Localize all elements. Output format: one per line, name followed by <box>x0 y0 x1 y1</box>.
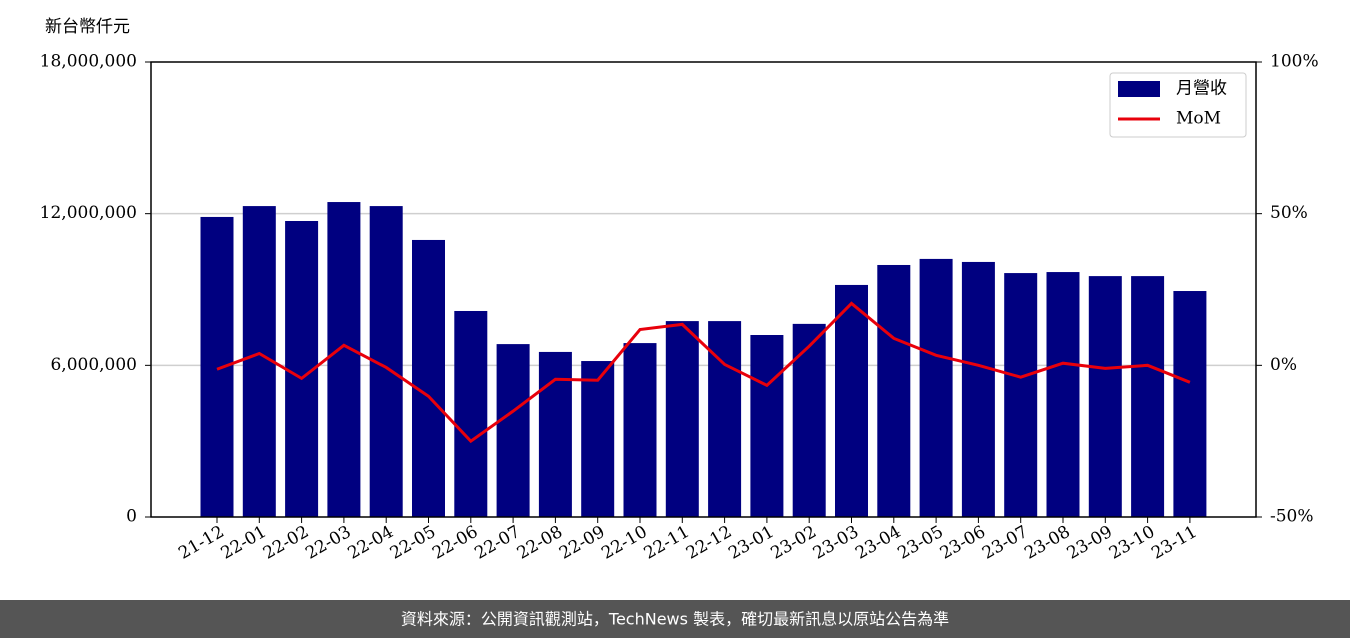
plot-frame <box>150 61 1257 518</box>
bar <box>1088 276 1122 517</box>
bar <box>708 321 742 517</box>
y-tick-label: 0 <box>126 507 137 527</box>
y-tick-label: 12,000,000 <box>40 203 137 223</box>
footer-text: 資料來源：公開資訊觀測站，TechNews 製表，確切最新訊息以原站公告為準 <box>401 610 949 629</box>
bar <box>877 264 911 517</box>
line <box>216 301 1191 444</box>
legend: 月營收 MoM <box>1109 72 1247 138</box>
bar <box>454 310 488 517</box>
bar <box>835 284 868 517</box>
y2-tick-label: 50% <box>1270 203 1308 223</box>
bar <box>665 321 699 517</box>
y2-tick-label: -50% <box>1270 507 1314 527</box>
bar <box>919 258 953 517</box>
y2-tick-label: 0% <box>1270 355 1297 375</box>
bar <box>581 361 615 517</box>
footer-bar <box>0 600 1350 638</box>
bar <box>792 323 826 517</box>
bar <box>750 335 784 517</box>
bar <box>1046 272 1080 517</box>
y-tick-label: 18,000,000 <box>40 52 137 72</box>
bar <box>1173 291 1207 517</box>
bar <box>961 261 995 517</box>
legend-swatch <box>1118 81 1160 97</box>
bar <box>538 351 572 517</box>
legend-label: MoM <box>1176 109 1221 129</box>
y-tick-label: 6,000,000 <box>50 355 137 375</box>
bar <box>200 216 234 518</box>
bar <box>496 344 530 517</box>
bar <box>412 239 445 517</box>
bar <box>1131 276 1165 517</box>
bar <box>623 343 657 517</box>
bar <box>1004 273 1038 517</box>
legend-label: 月營收 <box>1176 79 1227 99</box>
y-axis-title: 新台幣仟元 <box>45 17 130 37</box>
bar <box>327 202 361 518</box>
y2-tick-label: 100% <box>1270 52 1319 72</box>
